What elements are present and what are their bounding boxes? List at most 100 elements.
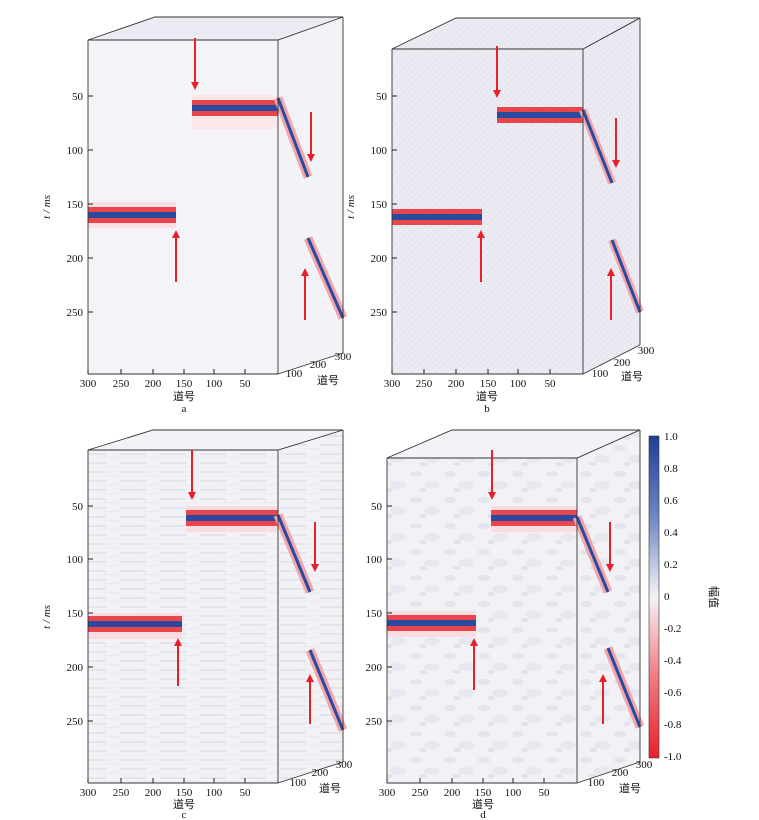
colorbar-tick-label: 0 [664, 591, 670, 603]
panel-d-side-event-upper [572, 515, 613, 594]
y-tick-label: 250 [67, 307, 84, 319]
depth-axis-label: 道号 [621, 369, 643, 383]
y-tick-label: 150 [371, 199, 388, 211]
y-tick-label: 50 [72, 91, 84, 103]
colorbar: 1.0 0.8 0.6 0.4 0.2 0 -0.2 -0.4 -0.6 -0.… [648, 431, 720, 763]
depth-tick-label: 200 [310, 359, 327, 371]
x-tick-label: 150 [475, 787, 492, 799]
y-tick-label: 250 [366, 716, 383, 728]
x-tick-label: 250 [113, 787, 130, 799]
x-tick-label: 250 [412, 787, 429, 799]
x-tick-label: 300 [80, 787, 97, 799]
y-tick-label: 100 [67, 145, 84, 157]
panel-d-top-face [387, 430, 640, 458]
colorbar-tick-label: -1.0 [664, 751, 682, 763]
x-axis-label: 道号 [173, 797, 195, 811]
depth-tick-label: 100 [290, 777, 307, 789]
panel-c-event-right [186, 506, 278, 532]
depth-tick-label: 200 [612, 767, 629, 779]
panel-caption: b [484, 403, 490, 415]
y-tick-label: 50 [72, 501, 84, 513]
y-tick-label: 150 [67, 199, 84, 211]
panel-c-depth-axis: 100 200 300 道号 [290, 759, 353, 795]
panel-b-event-right [497, 107, 583, 123]
x-axis-label: 道号 [476, 389, 498, 403]
panel-a-event-left [88, 202, 176, 228]
panel-b-event-left [392, 209, 482, 225]
panel-a-top-face [88, 17, 343, 40]
panel-d-y-axis: 50 100 150 200 250 [366, 501, 392, 728]
panel-caption: c [182, 809, 187, 820]
panel-b-side-event-upper [579, 108, 616, 185]
panel-b-y-axis: 50 100 150 200 250 t / ms [345, 91, 397, 319]
y-tick-label: 50 [371, 501, 383, 513]
colorbar-tick-label: -0.8 [664, 719, 682, 731]
depth-axis-label: 道号 [319, 781, 341, 795]
x-tick-label: 100 [510, 378, 527, 390]
panel-d: 50 100 150 200 250 300 250 200 150 100 5… [366, 429, 653, 820]
x-tick-label: 150 [176, 378, 193, 390]
depth-tick-label: 200 [614, 357, 631, 369]
colorbar-ticks: 1.0 0.8 0.6 0.4 0.2 0 -0.2 -0.4 -0.6 -0.… [664, 431, 682, 763]
x-tick-label: 200 [444, 787, 461, 799]
panel-c-x-axis: 300 250 200 150 100 50 道号 c [80, 778, 251, 820]
panel-caption: a [182, 403, 187, 415]
panel-d-side-event-lower [603, 646, 645, 729]
y-tick-label: 250 [67, 716, 84, 728]
y-tick-label: 200 [366, 662, 383, 674]
panel-a-depth-axis: 100 200 300 道号 [286, 351, 352, 387]
x-tick-label: 150 [480, 378, 497, 390]
depth-tick-label: 200 [312, 767, 329, 779]
panel-a-event-right [192, 95, 278, 129]
depth-tick-label: 300 [638, 345, 655, 357]
colorbar-label: 幅值 [707, 586, 720, 608]
panel-b-side-event-lower [608, 238, 644, 314]
colorbar-tick-label: 0.2 [664, 559, 678, 571]
x-tick-label: 100 [505, 787, 522, 799]
y-tick-label: 150 [366, 608, 383, 620]
depth-tick-label: 100 [592, 368, 609, 380]
y-axis-label: t / ms [41, 605, 53, 629]
panel-c-y-axis: 50 100 150 200 250 t / ms [41, 501, 93, 728]
x-tick-label: 200 [448, 378, 465, 390]
y-tick-label: 250 [371, 307, 388, 319]
depth-tick-label: 300 [636, 759, 653, 771]
depth-axis-label: 道号 [317, 373, 339, 387]
x-tick-label: 100 [206, 378, 223, 390]
x-tick-label: 50 [240, 787, 252, 799]
colorbar-tick-label: 0.8 [664, 463, 678, 475]
x-tick-label: 300 [80, 378, 97, 390]
x-tick-label: 50 [240, 378, 252, 390]
y-tick-label: 150 [67, 608, 84, 620]
x-tick-label: 100 [206, 787, 223, 799]
depth-tick-label: 100 [588, 777, 605, 789]
panel-d-x-axis: 300 250 200 150 100 50 道号 d [379, 778, 550, 820]
x-tick-label: 50 [539, 787, 551, 799]
panel-b: 50 100 150 200 250 t / ms 300 250 200 15… [345, 17, 655, 415]
colorbar-tick-label: 1.0 [664, 431, 678, 443]
x-tick-label: 300 [379, 787, 396, 799]
y-tick-label: 200 [371, 253, 388, 265]
colorbar-gradient [648, 435, 660, 759]
panel-b-side-face [583, 18, 640, 374]
x-tick-label: 150 [176, 787, 193, 799]
y-tick-label: 100 [67, 554, 84, 566]
x-tick-label: 250 [416, 378, 433, 390]
y-tick-label: 200 [67, 253, 84, 265]
y-tick-label: 100 [366, 554, 383, 566]
x-axis-label: 道号 [472, 797, 494, 811]
y-tick-label: 200 [67, 662, 84, 674]
panel-a-side-event-upper [273, 96, 313, 179]
panel-c-event-left [88, 613, 182, 639]
y-axis-label: t / ms [345, 195, 357, 219]
colorbar-tick-label: -0.6 [664, 687, 682, 699]
panel-c-side-event-upper [273, 513, 315, 594]
panel-caption: d [480, 809, 486, 820]
panel-c-side-face [278, 430, 343, 783]
panel-d-depth-axis: 100 200 300 道号 [588, 759, 653, 795]
colorbar-tick-label: -0.4 [664, 655, 682, 667]
panel-a: 50 100 150 200 250 t / ms 300 250 200 15… [41, 16, 352, 415]
panel-d-event-right [491, 506, 577, 532]
panel-a-side-event-lower [303, 236, 348, 320]
